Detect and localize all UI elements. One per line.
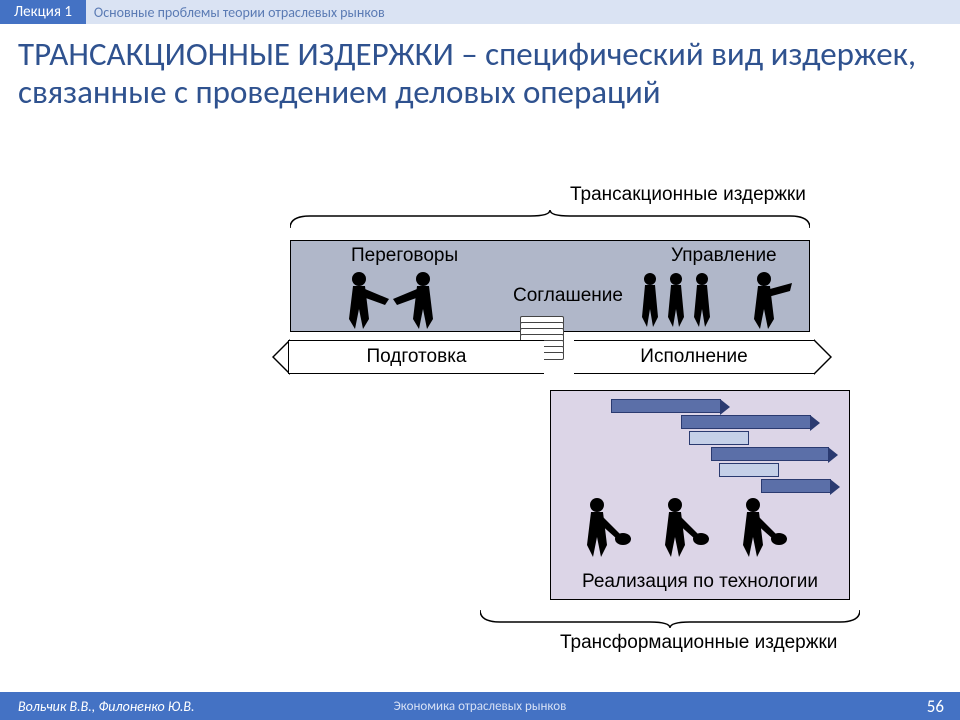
- lecture-tag: Лекция 1: [0, 0, 86, 24]
- gantt-bar: [689, 431, 749, 445]
- handshake-icon: [331, 269, 451, 331]
- footer-bar: Вольчик В.В., Филоненко Ю.В. Экономика о…: [0, 692, 960, 720]
- arrow-right-label: Исполнение: [574, 340, 814, 374]
- slide-title: ТРАНСАКЦИОННЫЕ ИЗДЕРЖКИ – специфический …: [0, 24, 960, 112]
- realization-label: Реализация по технологии: [551, 571, 849, 593]
- gantt-bar: [711, 447, 829, 461]
- label-negotiations: Переговоры: [351, 245, 458, 267]
- header-subtitle: Основные проблемы теории отраслевых рынк…: [86, 4, 385, 21]
- title-line1: ТРАНСАКЦИОННЫЕ ИЗДЕРЖКИ –: [18, 34, 478, 74]
- gantt-bar: [681, 415, 811, 429]
- brace-top-icon: [290, 210, 810, 228]
- footer-page: 56: [927, 696, 944, 717]
- group-icon: [636, 269, 796, 331]
- label-management: Управление: [671, 245, 777, 267]
- workers-icon: [575, 495, 825, 561]
- top-brace-label: Трансакционные издержки: [570, 184, 806, 206]
- label-agreement: Соглашение: [513, 285, 623, 307]
- header-bar: Лекция 1 Основные проблемы теории отрасл…: [0, 0, 960, 24]
- footer-authors: Вольчик В.В., Филоненко Ю.В.: [0, 698, 195, 715]
- gantt-bar: [719, 463, 779, 477]
- bottom-box: Реализация по технологии: [550, 390, 850, 600]
- footer-course: Экономика отраслевых рынков: [394, 699, 567, 714]
- brace-bottom-icon: [480, 610, 860, 628]
- gantt-bar: [611, 399, 721, 413]
- arrow-left-label: Подготовка: [288, 340, 544, 374]
- process-arrow: Подготовка Исполнение: [274, 340, 830, 374]
- gantt-bar: [761, 479, 831, 493]
- bottom-brace-label: Трансформационные издержки: [560, 632, 837, 654]
- arrow-right-tip-icon: [814, 339, 832, 375]
